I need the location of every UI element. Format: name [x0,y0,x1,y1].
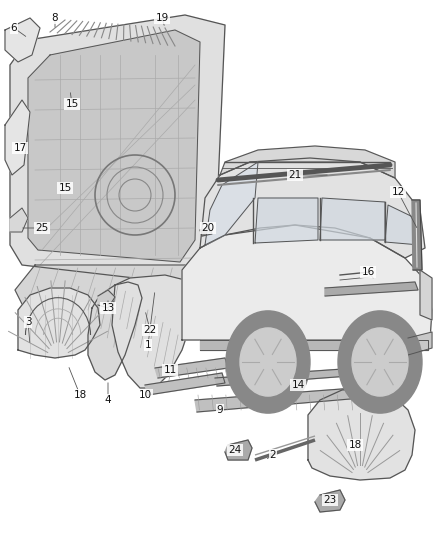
Polygon shape [18,288,100,358]
Polygon shape [10,15,225,285]
Polygon shape [28,30,200,262]
Polygon shape [145,373,225,395]
Text: 10: 10 [138,390,152,400]
Text: 1: 1 [145,340,151,350]
Circle shape [352,328,408,396]
Text: 17: 17 [14,143,27,153]
Polygon shape [155,358,228,378]
Text: 9: 9 [217,405,223,415]
Polygon shape [408,332,432,355]
Polygon shape [10,208,28,232]
Text: 15: 15 [58,183,72,193]
Text: 15: 15 [65,99,79,109]
Text: 23: 23 [323,495,337,505]
Text: 13: 13 [101,303,115,313]
Polygon shape [5,100,30,175]
Polygon shape [315,490,345,512]
Polygon shape [385,205,420,245]
Polygon shape [88,282,142,380]
Text: 19: 19 [155,13,169,23]
Text: 16: 16 [361,267,374,277]
Circle shape [240,328,296,396]
Text: 22: 22 [143,325,157,335]
Text: 25: 25 [35,223,49,233]
Polygon shape [225,440,252,460]
Text: 12: 12 [392,187,405,197]
Polygon shape [112,275,195,388]
Polygon shape [5,18,40,62]
Polygon shape [182,225,432,340]
Polygon shape [195,385,397,412]
Text: 6: 6 [11,23,18,33]
Polygon shape [255,198,318,243]
Polygon shape [308,388,415,480]
Circle shape [338,311,422,413]
Polygon shape [98,290,115,308]
Text: 14: 14 [291,380,304,390]
Text: 18: 18 [348,440,362,450]
Text: 4: 4 [105,395,111,405]
Circle shape [226,311,310,413]
Polygon shape [200,228,212,236]
Text: 2: 2 [270,450,276,460]
Polygon shape [325,282,418,296]
Text: 24: 24 [228,445,242,455]
Text: 21: 21 [288,170,302,180]
Polygon shape [320,198,385,240]
Polygon shape [205,162,258,245]
Polygon shape [215,365,402,386]
Polygon shape [220,146,395,178]
Text: 18: 18 [74,390,87,400]
Text: 20: 20 [201,223,215,233]
Text: 8: 8 [52,13,58,23]
Polygon shape [200,340,428,350]
Text: 3: 3 [25,317,31,327]
Polygon shape [200,158,425,258]
Text: 11: 11 [163,365,177,375]
Polygon shape [420,270,432,320]
Polygon shape [15,265,215,310]
Polygon shape [412,200,422,270]
